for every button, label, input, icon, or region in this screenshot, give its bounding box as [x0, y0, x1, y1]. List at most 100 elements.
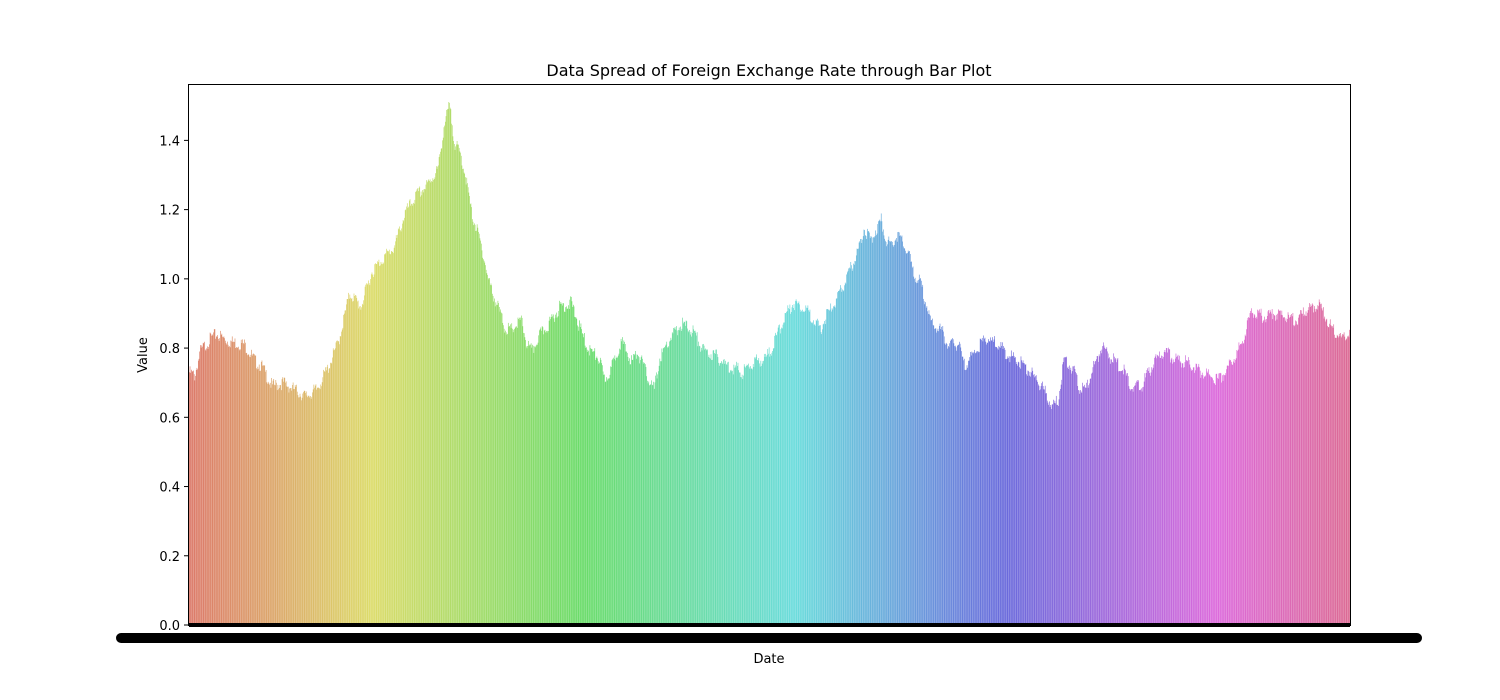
bar — [900, 235, 901, 625]
bar — [247, 355, 248, 625]
bar — [669, 340, 671, 625]
bar — [1197, 366, 1199, 625]
bar — [562, 303, 564, 625]
bar — [222, 337, 224, 625]
bar — [565, 307, 567, 625]
bar — [433, 179, 435, 626]
bar — [795, 299, 797, 625]
bar — [489, 278, 490, 625]
bar — [1060, 388, 1061, 625]
bar — [503, 325, 504, 625]
bar — [546, 330, 547, 625]
bar — [534, 346, 535, 625]
bar — [769, 356, 771, 625]
bar — [1098, 354, 1100, 625]
bar — [1047, 402, 1049, 625]
bar — [591, 348, 593, 625]
bar — [1107, 353, 1109, 625]
bar — [496, 304, 497, 625]
bar — [1180, 362, 1182, 625]
bar — [852, 268, 854, 625]
bar — [905, 252, 907, 625]
bar — [1054, 400, 1056, 625]
bar — [767, 349, 769, 625]
bar — [1122, 370, 1124, 625]
bar — [1095, 360, 1097, 625]
bar — [812, 323, 814, 625]
bar — [1109, 357, 1110, 625]
bar — [1197, 367, 1198, 625]
bar — [200, 347, 202, 625]
bar — [341, 331, 342, 625]
bar — [472, 221, 474, 625]
bar — [427, 182, 428, 626]
bar — [197, 360, 199, 625]
bar — [269, 382, 271, 625]
bar — [291, 390, 293, 625]
bar — [310, 398, 312, 625]
bar — [949, 343, 951, 625]
bar — [946, 344, 948, 625]
bar — [674, 327, 676, 625]
bar — [849, 267, 850, 625]
bar — [470, 203, 472, 625]
bar — [972, 353, 974, 625]
bar — [708, 354, 710, 625]
bar — [574, 316, 576, 625]
bar — [624, 344, 626, 625]
bar — [191, 369, 192, 625]
bar — [1154, 356, 1156, 625]
bar — [945, 342, 947, 625]
bar — [526, 348, 528, 625]
bar — [608, 378, 610, 625]
bar — [797, 303, 798, 625]
bar — [1139, 390, 1141, 625]
bar — [896, 238, 897, 625]
bar — [703, 343, 704, 625]
bar — [1033, 374, 1035, 625]
bar — [977, 351, 978, 625]
bar — [1004, 349, 1006, 625]
bar — [1028, 371, 1029, 625]
bar — [671, 332, 673, 625]
bar — [1190, 367, 1191, 625]
bar — [1172, 363, 1173, 625]
bar — [454, 149, 456, 625]
bar — [265, 371, 266, 625]
bar — [1075, 372, 1076, 625]
bar — [415, 191, 416, 625]
bar — [992, 337, 993, 625]
bar — [1195, 370, 1196, 625]
bar — [862, 236, 864, 625]
bar — [1134, 385, 1135, 625]
bar — [490, 283, 492, 625]
bar — [1207, 372, 1209, 625]
bar — [292, 382, 294, 625]
bar — [999, 347, 1000, 625]
bar — [547, 330, 549, 625]
bar — [616, 356, 618, 625]
bar — [481, 250, 483, 625]
bar — [436, 168, 438, 625]
bar — [781, 327, 782, 625]
bar — [492, 295, 494, 625]
bar — [1240, 344, 1242, 625]
bar — [813, 325, 815, 625]
bar — [1262, 323, 1263, 625]
bar — [943, 336, 945, 625]
bar — [753, 366, 755, 625]
bar — [283, 381, 284, 625]
bar — [871, 236, 872, 625]
bar — [715, 349, 717, 625]
bar — [1305, 315, 1306, 625]
bar — [1241, 343, 1243, 625]
bar — [429, 179, 431, 625]
bar — [952, 339, 954, 625]
bar — [1273, 315, 1275, 625]
bar — [853, 264, 855, 625]
bar — [290, 388, 291, 625]
bar — [745, 367, 746, 625]
bar — [1242, 341, 1243, 625]
bar — [1037, 384, 1039, 625]
bar — [1213, 383, 1215, 625]
